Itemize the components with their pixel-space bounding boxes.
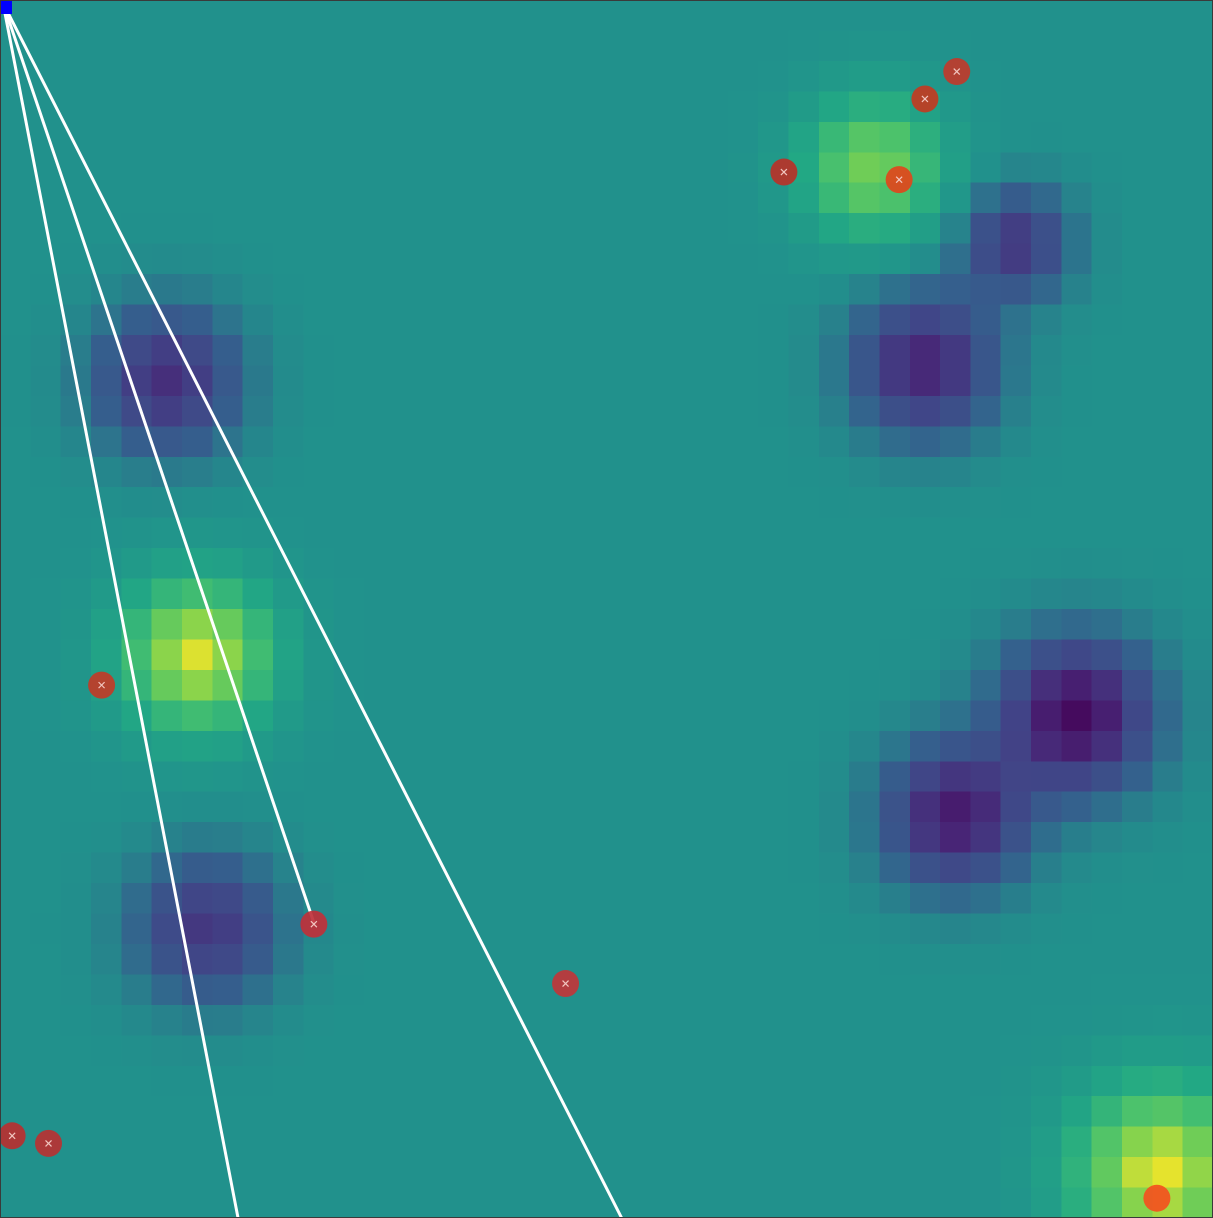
target-circle[interactable] <box>1143 1184 1171 1212</box>
cross-mark-icon <box>310 920 318 928</box>
cross-mark-icon <box>8 1132 16 1140</box>
target-dot-10[interactable] <box>1143 1184 1171 1212</box>
cross-mark-icon <box>953 68 961 75</box>
cross-mark-icon <box>98 681 106 689</box>
beam-line-3 <box>1 1 624 1218</box>
target-dot-1[interactable] <box>943 58 971 86</box>
target-dot-9[interactable] <box>35 1129 63 1157</box>
target-dot-4[interactable] <box>885 166 913 194</box>
target-dot-3[interactable] <box>770 158 798 186</box>
origin-marker <box>0 0 12 14</box>
target-dot-6[interactable] <box>300 910 328 938</box>
cross-mark-icon <box>780 168 788 176</box>
target-dot-8[interactable] <box>0 1122 26 1150</box>
cross-mark-icon <box>921 95 929 103</box>
beam-line-1 <box>1 1 240 1218</box>
cross-mark-icon <box>562 980 569 987</box>
target-dot-5[interactable] <box>88 671 116 699</box>
target-dot-7[interactable] <box>552 970 580 998</box>
beam-line-2 <box>1 1 316 925</box>
target-dot-2[interactable] <box>911 85 939 113</box>
cross-mark-icon <box>45 1139 52 1147</box>
cross-mark-icon <box>895 176 903 184</box>
